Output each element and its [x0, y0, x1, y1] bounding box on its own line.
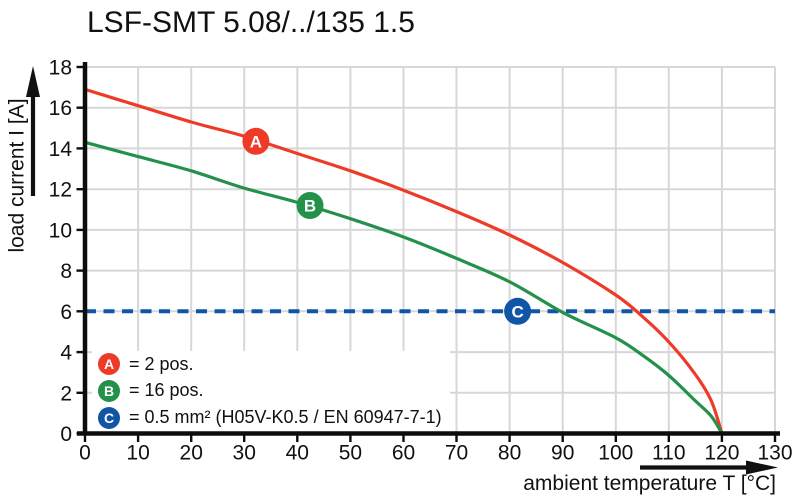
legend-item-b: B = 16 pos.	[92, 378, 450, 403]
y-tick-label: 16	[49, 97, 72, 120]
legend-label-b: = 16 pos.	[129, 380, 204, 401]
marker-C-letter: C	[511, 302, 523, 321]
x-tick-label: 30	[233, 442, 256, 465]
y-tick-label: 12	[49, 179, 72, 202]
chart-title: LSF-SMT 5.08/../135 1.5	[87, 6, 415, 39]
x-tick-label: 20	[180, 442, 203, 465]
x-tick-label: 10	[126, 442, 149, 465]
y-tick-label: 10	[49, 219, 72, 242]
legend-marker-b-icon: B	[98, 379, 120, 402]
legend-item-c: C = 0.5 mm² (H05V-K0.5 / EN 60947-7-1)	[92, 405, 450, 430]
x-tick-label: 90	[551, 442, 574, 465]
curve-A	[84, 87, 724, 434]
x-tick-label: 110	[652, 442, 685, 465]
x-tick-label: 0	[79, 442, 91, 465]
y-tick-label: 6	[60, 301, 72, 324]
x-axis-label: ambient temperature T [°C]	[523, 472, 776, 495]
x-tick-label: 40	[286, 442, 309, 465]
marker-B-icon	[296, 192, 324, 219]
x-tick-label: 80	[498, 442, 521, 465]
curve-B	[84, 140, 724, 435]
marker-C-icon	[504, 297, 532, 325]
y-tick-label: 8	[60, 260, 72, 283]
y-tick-label: 4	[60, 342, 72, 365]
x-tick-label: 130	[757, 442, 792, 465]
x-tick-label: 60	[392, 442, 415, 465]
y-tick-label: 14	[49, 138, 73, 161]
marker-A-icon	[242, 127, 270, 155]
y-axis-label: load current I [A]	[5, 98, 29, 253]
legend-marker-c-icon: C	[98, 406, 120, 429]
y-axis-arrowhead-icon	[26, 66, 40, 97]
legend-marker-a-icon: A	[98, 353, 120, 376]
legend-label-c: = 0.5 mm² (H05V-K0.5 / EN 60947-7-1)	[129, 407, 442, 428]
legend: A = 2 pos. B = 16 pos. C = 0.5 mm² (H05V…	[92, 351, 450, 431]
legend-label-a: = 2 pos.	[129, 353, 194, 374]
x-axis-arrowhead-icon	[746, 460, 778, 475]
x-tick-label: 100	[598, 442, 633, 465]
y-tick-label: 18	[49, 57, 72, 80]
y-tick-label: 0	[60, 423, 72, 446]
legend-item-a: A = 2 pos.	[92, 352, 450, 377]
x-tick-label: 70	[445, 442, 468, 465]
x-tick-label: 120	[704, 442, 739, 465]
y-tick-label: 2	[60, 382, 72, 405]
marker-A-letter: A	[250, 132, 262, 151]
x-tick-label: 50	[339, 442, 362, 465]
marker-B-letter: B	[304, 197, 316, 216]
